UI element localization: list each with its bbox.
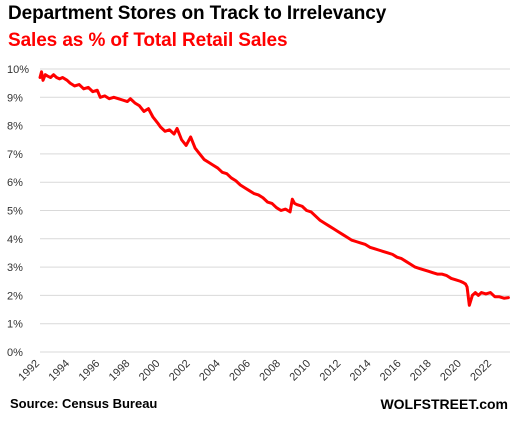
y-tick-label: 4% [7, 234, 23, 246]
x-axis: 1992 1994 1996 1998 2000 2002 2004 2006 2008 2010… [16, 358, 494, 384]
chart-title: Department Stores on Track to Irrelevanc… [8, 3, 387, 24]
x-tick-label: 1994 [46, 358, 72, 384]
x-tick-label: 2004 [197, 358, 223, 384]
chart-subtitle: Sales as % of Total Retail Sales [8, 30, 288, 51]
y-axis: 0% 1% 2% 3% 4% 5% 6% 7% 8% 9% 10% [7, 64, 29, 359]
credit-label: WOLFSTREET.com [380, 396, 508, 412]
x-tick-label: 1996 [77, 358, 103, 384]
y-tick-label: 5% [7, 206, 23, 218]
x-tick-label: 2008 [257, 358, 283, 384]
gridlines [40, 68, 510, 353]
y-tick-label: 1% [7, 319, 23, 331]
x-tick-label: 1992 [16, 358, 42, 384]
x-tick-label: 2020 [438, 358, 464, 384]
y-tick-label: 3% [7, 262, 23, 274]
y-tick-label: 6% [7, 177, 23, 189]
x-tick-label: 2016 [378, 358, 404, 384]
x-tick-label: 2014 [348, 358, 374, 384]
x-tick-label: 2002 [167, 358, 193, 384]
x-tick-label: 2006 [227, 358, 253, 384]
y-tick-label: 10% [7, 64, 29, 76]
x-tick-label: 2010 [287, 358, 313, 384]
y-tick-label: 7% [7, 149, 23, 161]
y-tick-label: 8% [7, 121, 23, 133]
x-tick-label: 1998 [107, 358, 133, 384]
y-tick-label: 0% [7, 347, 23, 359]
series-layer [38, 70, 510, 307]
y-tick-label: 2% [7, 290, 23, 302]
x-tick-label: 2000 [137, 358, 163, 384]
x-tick-label: 2012 [318, 358, 344, 384]
x-tick-label: 2018 [408, 358, 434, 384]
source-note: Source: Census Bureau [10, 396, 158, 411]
y-tick-label: 9% [7, 92, 23, 104]
x-tick-label: 2022 [468, 358, 494, 384]
series-line [38, 70, 510, 307]
